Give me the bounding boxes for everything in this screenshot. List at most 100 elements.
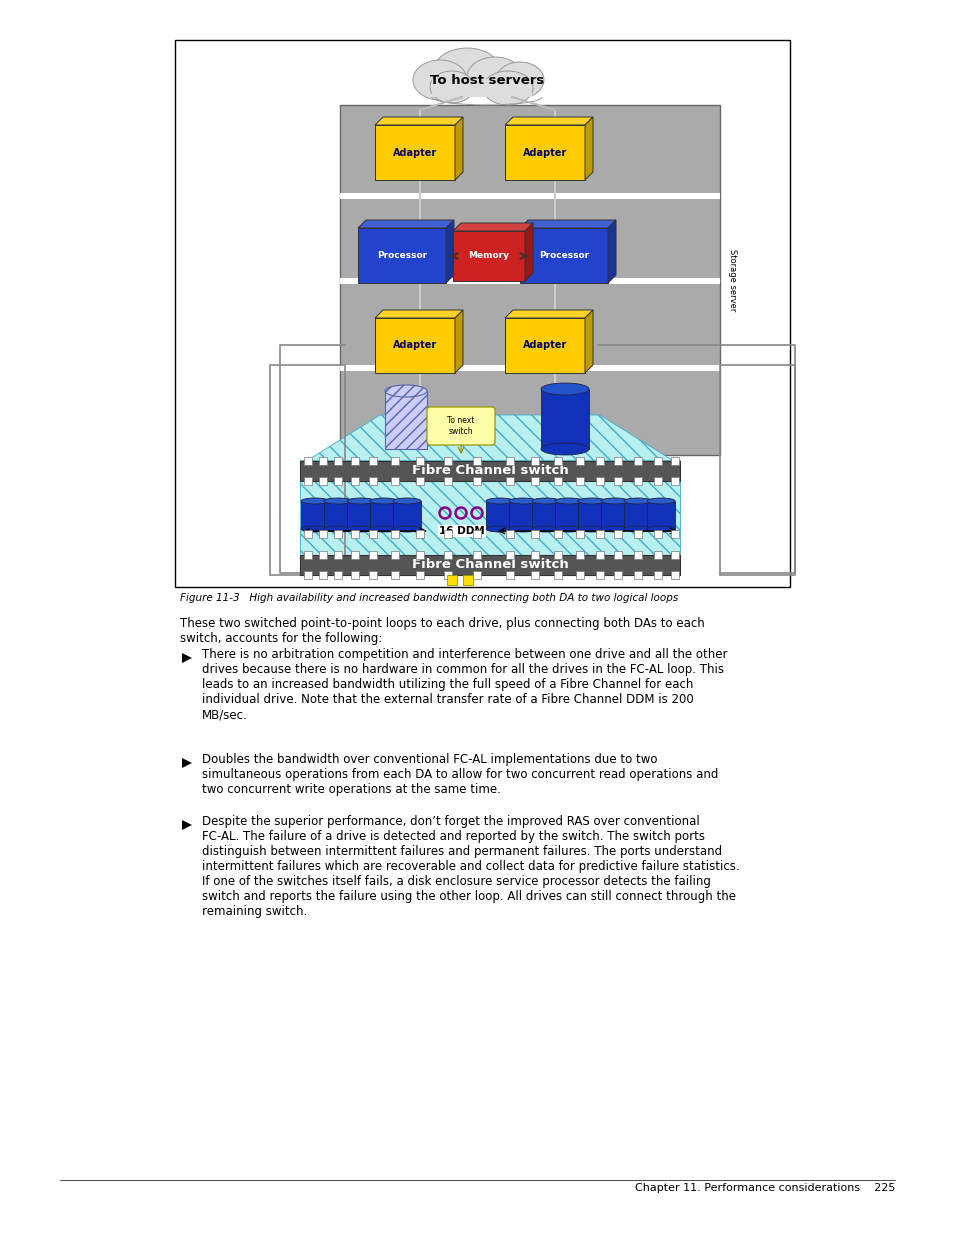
Ellipse shape (540, 383, 588, 395)
Polygon shape (453, 224, 533, 231)
Ellipse shape (555, 498, 582, 504)
FancyBboxPatch shape (375, 125, 455, 180)
FancyBboxPatch shape (554, 571, 561, 579)
FancyBboxPatch shape (670, 530, 679, 538)
FancyBboxPatch shape (532, 501, 559, 529)
FancyBboxPatch shape (416, 457, 423, 466)
FancyBboxPatch shape (596, 551, 603, 559)
Ellipse shape (496, 62, 543, 98)
Polygon shape (375, 117, 462, 125)
FancyBboxPatch shape (393, 501, 420, 529)
FancyBboxPatch shape (453, 231, 524, 282)
FancyBboxPatch shape (473, 571, 480, 579)
FancyBboxPatch shape (447, 576, 456, 585)
FancyBboxPatch shape (504, 125, 584, 180)
FancyBboxPatch shape (416, 551, 423, 559)
FancyBboxPatch shape (391, 551, 398, 559)
FancyBboxPatch shape (369, 551, 376, 559)
FancyBboxPatch shape (614, 477, 621, 485)
Polygon shape (607, 220, 616, 283)
FancyBboxPatch shape (554, 530, 561, 538)
FancyBboxPatch shape (531, 457, 538, 466)
FancyBboxPatch shape (555, 501, 582, 529)
Polygon shape (375, 310, 462, 317)
Ellipse shape (301, 498, 329, 504)
FancyBboxPatch shape (670, 571, 679, 579)
Polygon shape (584, 310, 593, 373)
FancyBboxPatch shape (670, 457, 679, 466)
FancyBboxPatch shape (347, 501, 375, 529)
FancyBboxPatch shape (334, 530, 341, 538)
Ellipse shape (467, 57, 522, 98)
FancyBboxPatch shape (391, 477, 398, 485)
FancyBboxPatch shape (339, 196, 720, 199)
FancyBboxPatch shape (391, 571, 398, 579)
FancyBboxPatch shape (318, 571, 327, 579)
Ellipse shape (509, 526, 537, 532)
FancyBboxPatch shape (304, 457, 312, 466)
Ellipse shape (540, 443, 588, 454)
FancyBboxPatch shape (391, 457, 398, 466)
Ellipse shape (578, 526, 605, 532)
FancyBboxPatch shape (634, 571, 641, 579)
FancyBboxPatch shape (443, 477, 452, 485)
FancyBboxPatch shape (505, 477, 514, 485)
FancyBboxPatch shape (318, 530, 327, 538)
FancyBboxPatch shape (531, 477, 538, 485)
Text: Fibre Channel switch: Fibre Channel switch (411, 464, 568, 478)
Text: These two switched point-to-point loops to each drive, plus connecting both DAs : These two switched point-to-point loops … (180, 618, 704, 645)
FancyBboxPatch shape (416, 477, 423, 485)
FancyBboxPatch shape (443, 457, 452, 466)
Text: Despite the superior performance, don’t forget the improved RAS over conventiona: Despite the superior performance, don’t … (202, 815, 739, 918)
FancyBboxPatch shape (614, 457, 621, 466)
Ellipse shape (482, 70, 533, 105)
FancyBboxPatch shape (634, 457, 641, 466)
Ellipse shape (433, 48, 500, 96)
FancyBboxPatch shape (339, 105, 720, 454)
FancyBboxPatch shape (614, 571, 621, 579)
Ellipse shape (385, 385, 427, 396)
FancyBboxPatch shape (634, 477, 641, 485)
FancyBboxPatch shape (576, 457, 583, 466)
FancyBboxPatch shape (576, 551, 583, 559)
FancyBboxPatch shape (509, 501, 537, 529)
FancyBboxPatch shape (339, 193, 720, 196)
FancyBboxPatch shape (174, 40, 789, 587)
Text: Processor: Processor (538, 251, 588, 261)
Polygon shape (519, 220, 616, 228)
FancyBboxPatch shape (554, 457, 561, 466)
Ellipse shape (370, 526, 397, 532)
FancyBboxPatch shape (576, 530, 583, 538)
FancyBboxPatch shape (473, 551, 480, 559)
FancyBboxPatch shape (634, 551, 641, 559)
FancyBboxPatch shape (318, 457, 327, 466)
Text: Figure 11-3   High availability and increased bandwidth connecting both DA to tw: Figure 11-3 High availability and increa… (180, 593, 678, 603)
FancyBboxPatch shape (443, 551, 452, 559)
Ellipse shape (509, 498, 537, 504)
FancyBboxPatch shape (654, 457, 661, 466)
Polygon shape (446, 220, 454, 283)
Ellipse shape (347, 526, 375, 532)
Ellipse shape (393, 526, 420, 532)
FancyBboxPatch shape (369, 457, 376, 466)
Text: Fibre Channel switch: Fibre Channel switch (411, 558, 568, 572)
FancyBboxPatch shape (369, 530, 376, 538)
FancyBboxPatch shape (339, 282, 720, 284)
Ellipse shape (324, 498, 352, 504)
FancyBboxPatch shape (299, 555, 679, 576)
FancyBboxPatch shape (654, 551, 661, 559)
Polygon shape (504, 310, 593, 317)
Polygon shape (182, 758, 192, 768)
FancyBboxPatch shape (505, 551, 514, 559)
Text: Adapter: Adapter (522, 341, 566, 351)
FancyBboxPatch shape (370, 501, 397, 529)
Polygon shape (299, 415, 679, 466)
FancyBboxPatch shape (554, 477, 561, 485)
FancyBboxPatch shape (473, 530, 480, 538)
FancyBboxPatch shape (646, 501, 675, 529)
Ellipse shape (623, 498, 651, 504)
FancyBboxPatch shape (485, 501, 514, 529)
FancyBboxPatch shape (304, 551, 312, 559)
Ellipse shape (301, 526, 329, 532)
Polygon shape (182, 820, 192, 830)
